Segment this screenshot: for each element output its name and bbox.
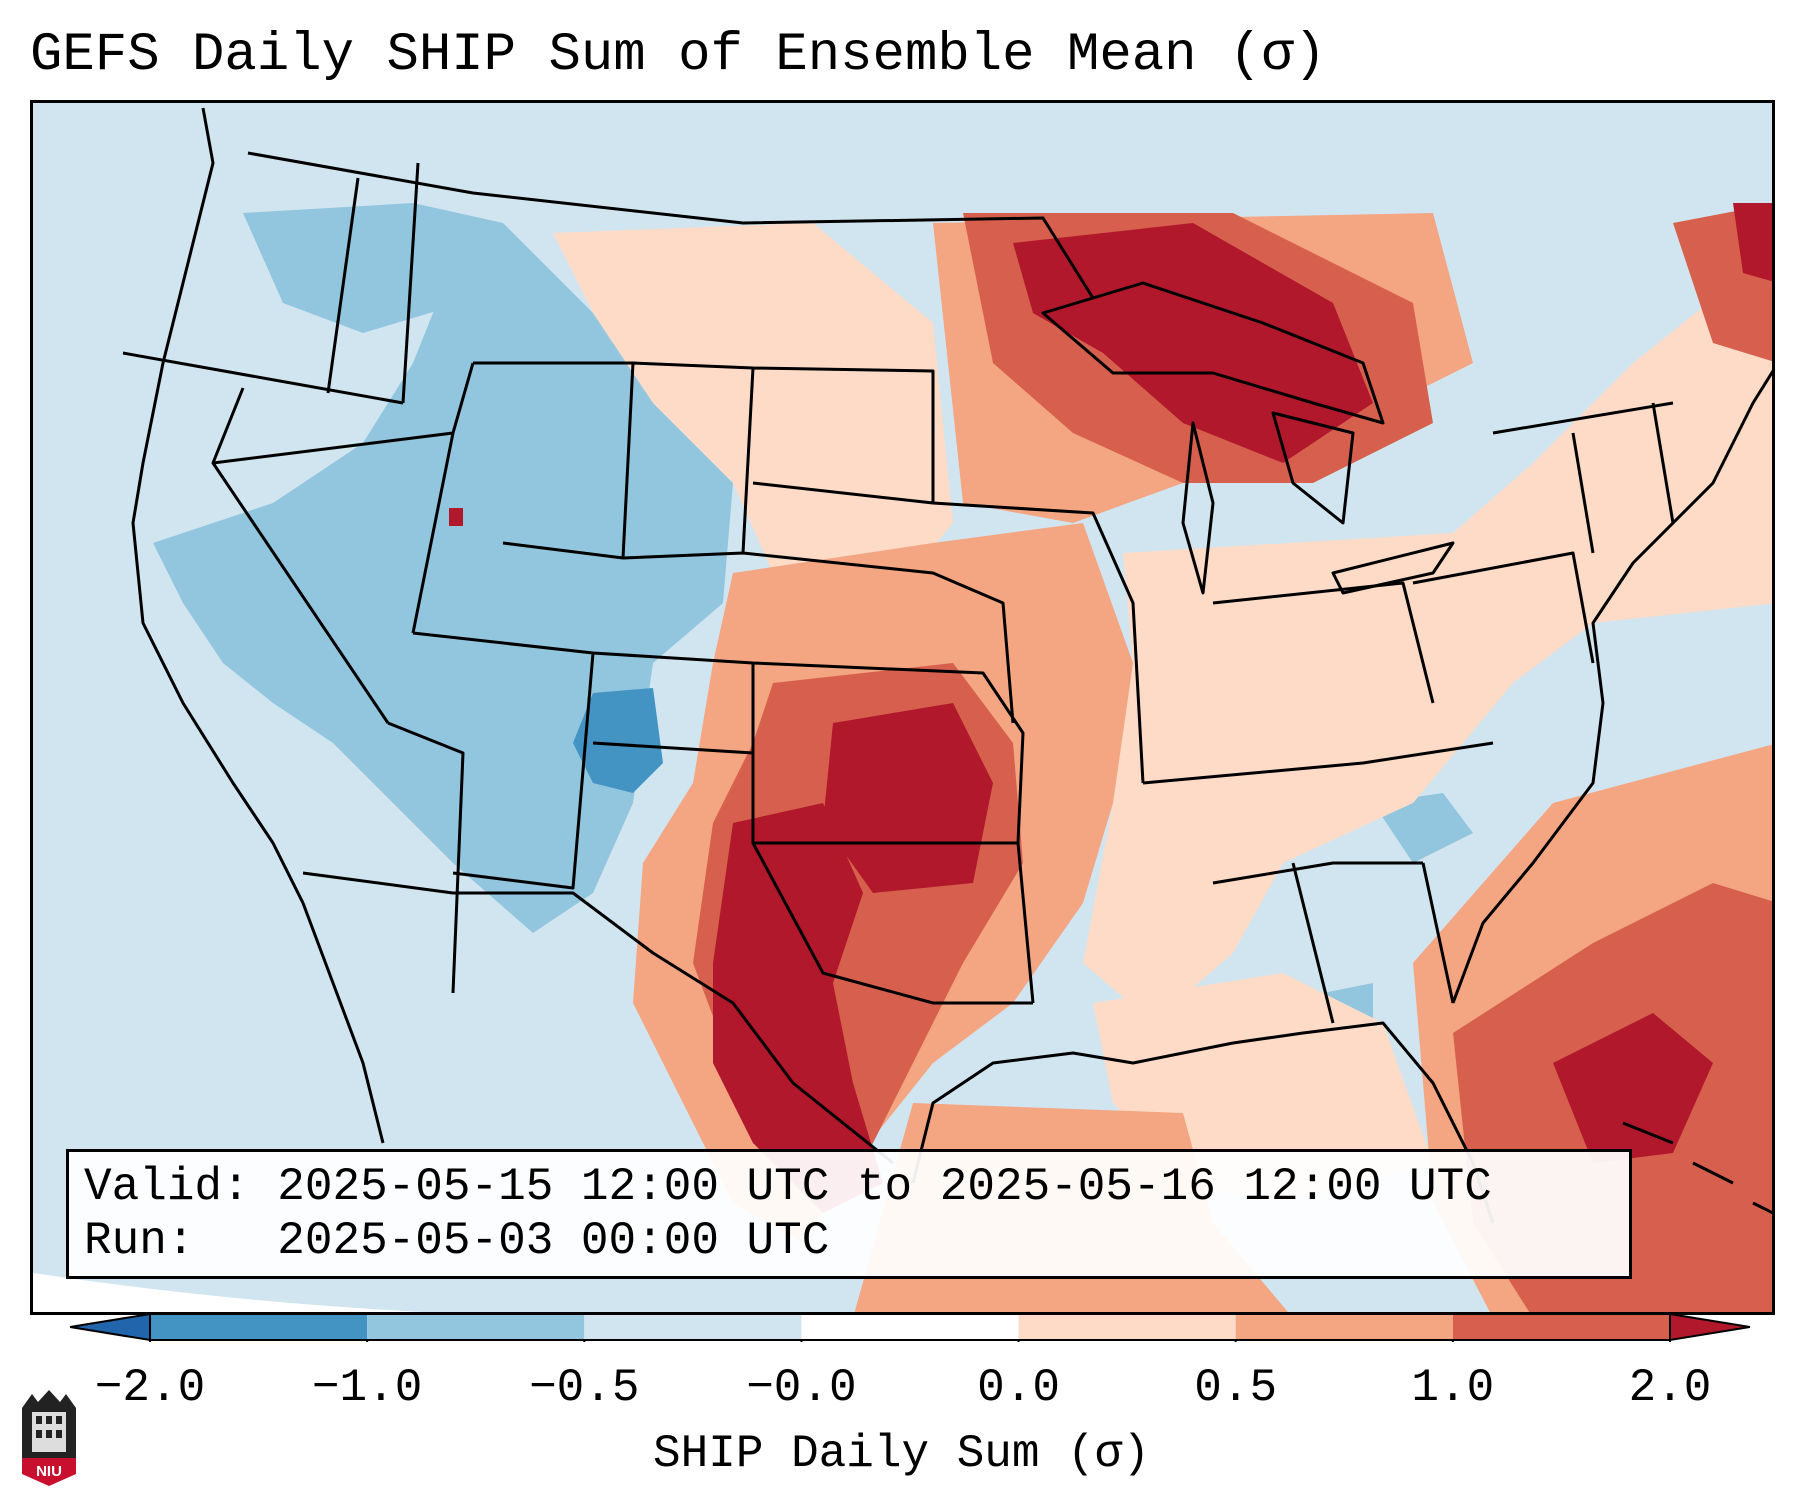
colorbar-tick-label: −0.0 — [746, 1362, 857, 1414]
extreme-positive-anomaly-utah-cell — [449, 508, 463, 526]
lake-erie — [1331, 541, 1455, 595]
lake-superior — [1041, 281, 1385, 425]
colorbar-segment — [1018, 1314, 1236, 1340]
colorbar-tick-label: −2.0 — [94, 1362, 206, 1414]
negative-anomaly-region-southeast — [1373, 793, 1473, 863]
valid-label: Valid: — [84, 1161, 250, 1213]
west-coastline — [131, 107, 385, 1144]
boundaries — [122, 107, 1772, 1224]
niu-logo-text: NIU — [36, 1463, 62, 1480]
colorbar-label: SHIP Daily Sum (σ) — [653, 1428, 1150, 1480]
colorbar-tick-label: 0.0 — [977, 1362, 1060, 1414]
colorbar-tick-label: −1.0 — [311, 1362, 423, 1414]
lake-michigan — [1181, 421, 1215, 595]
colorbar-segment — [1452, 1314, 1670, 1340]
weak-positive-anomaly-east — [1083, 274, 1772, 1023]
colorbar-segment — [801, 1314, 1019, 1340]
run-label: Run: — [84, 1215, 195, 1267]
extreme-positive-anomaly-bahamas — [1553, 1013, 1713, 1163]
colorbar-tick-label: 1.0 — [1411, 1362, 1495, 1414]
east-coastline — [1451, 369, 1772, 1004]
colorbar-extend-high — [1669, 1312, 1750, 1342]
lake-huron — [1271, 411, 1355, 525]
colorbar-border — [149, 1313, 1671, 1341]
gulf-coastline — [911, 1021, 1495, 1224]
negative-anomaly-region-northwest — [243, 203, 503, 333]
bahamas-islands — [1622, 1121, 1772, 1215]
chart-title: GEFS Daily SHIP Sum of Ensemble Mean (σ) — [30, 25, 1327, 86]
colorbar-extend-low — [70, 1312, 151, 1342]
colorbar-tick-label: 0.5 — [1194, 1362, 1278, 1414]
extreme-positive-anomaly-kansas-oklahoma — [823, 703, 993, 893]
state-lines — [122, 162, 1675, 1024]
us-mexico-border — [302, 871, 894, 1165]
valid-run-infobox: Valid: 2025-05-15 12:00 UTC to 2025-05-1… — [66, 1149, 1632, 1279]
niu-logo-icon: NIU — [22, 1390, 76, 1486]
colorbar-tick-label: −0.5 — [529, 1362, 640, 1414]
extreme-positive-anomaly-lake-superior — [1013, 223, 1373, 463]
valid-value: 2025-05-15 12:00 UTC to 2025-05-16 12:00… — [277, 1161, 1492, 1213]
outside-projection-area — [33, 1273, 423, 1312]
extreme-positive-anomaly-northeast — [1733, 203, 1772, 282]
colorbar-segment — [584, 1314, 802, 1340]
colorbar-segment — [1235, 1314, 1453, 1340]
colorbar — [70, 1312, 1750, 1342]
extreme-positive-anomaly-texas — [713, 803, 883, 1213]
map-canvas — [33, 107, 1772, 1312]
map-panel — [30, 100, 1775, 1315]
colorbar-segment — [150, 1314, 368, 1340]
colorbar-tick-label: 2.0 — [1628, 1362, 1712, 1414]
run-value: 2025-05-03 00:00 UTC — [277, 1215, 830, 1267]
us-canada-border — [247, 151, 1095, 299]
colorbar-segment — [367, 1314, 585, 1340]
strong-negative-anomaly-colorado — [573, 688, 663, 793]
